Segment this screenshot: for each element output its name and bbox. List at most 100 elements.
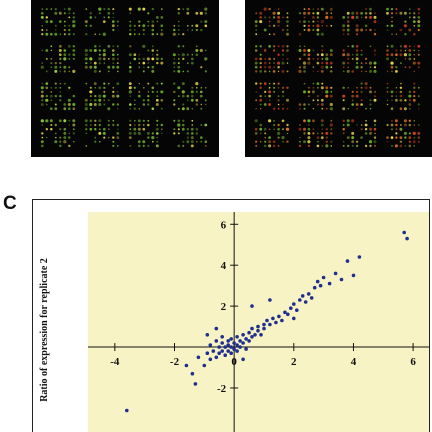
array-spot <box>259 86 262 90</box>
array-spot <box>268 24 271 27</box>
array-spot <box>199 48 203 53</box>
array-spot <box>116 58 119 60</box>
array-spot <box>254 65 258 69</box>
array-spot <box>50 99 53 102</box>
array-spot <box>195 86 198 89</box>
array-spot <box>351 144 354 147</box>
array-spot <box>94 16 97 19</box>
array-spot <box>346 123 350 127</box>
array-spot <box>413 54 415 56</box>
array-spot <box>151 107 155 110</box>
array-spot <box>268 86 271 89</box>
array-spot <box>307 119 311 123</box>
array-spot <box>45 70 48 73</box>
array-spot <box>54 82 57 85</box>
array-spot <box>204 140 208 143</box>
array-spot <box>93 65 97 69</box>
array-spot <box>317 70 319 73</box>
array-spot <box>360 136 363 139</box>
array-spot <box>277 45 280 48</box>
array-spot <box>399 90 403 94</box>
array-spot <box>205 103 207 106</box>
data-point <box>214 355 219 360</box>
array-spot <box>128 131 132 135</box>
array-spot <box>413 145 416 147</box>
data-point <box>241 357 245 362</box>
array-spot <box>404 20 407 23</box>
data-point <box>229 337 233 341</box>
array-spot <box>186 7 190 11</box>
array-spot <box>116 136 120 140</box>
array-spot <box>351 136 355 140</box>
array-spot <box>360 128 363 131</box>
array-spot <box>255 99 258 102</box>
array-spot <box>312 119 315 123</box>
array-spot <box>186 140 190 144</box>
array-spot <box>417 20 421 24</box>
array-spot <box>85 62 88 65</box>
array-spot <box>205 49 207 52</box>
array-spot <box>268 82 271 85</box>
array-spot <box>112 144 115 147</box>
array-spot <box>320 119 324 123</box>
array-spot <box>102 131 106 135</box>
array-spot <box>360 70 363 73</box>
array-spot <box>128 136 132 140</box>
array-spot <box>147 12 150 15</box>
array-spot <box>408 132 411 135</box>
array-spot <box>369 16 372 19</box>
array-spot <box>259 70 262 73</box>
array-spot <box>72 33 75 36</box>
array-spot <box>347 33 350 36</box>
array-spot <box>268 144 272 148</box>
array-spot <box>307 132 311 135</box>
array-spot <box>178 29 180 31</box>
array-spot <box>160 99 164 102</box>
array-spot <box>404 58 407 60</box>
array-spot <box>68 119 71 122</box>
array-spot <box>112 103 115 106</box>
array-spot <box>268 99 271 102</box>
array-spot <box>191 53 194 56</box>
array-spot <box>59 53 62 56</box>
array-spot <box>320 20 324 24</box>
array-spot <box>316 24 320 28</box>
array-spot <box>156 20 158 23</box>
array-spot <box>268 62 271 64</box>
array-spot <box>190 136 194 140</box>
array-spot <box>413 136 416 139</box>
array-spot <box>325 61 329 65</box>
array-spot <box>303 119 306 123</box>
array-spot <box>72 107 76 110</box>
array-spot <box>355 28 359 32</box>
array-spot <box>368 61 373 65</box>
array-spot <box>369 12 372 15</box>
array-spot <box>200 20 203 23</box>
array-spot <box>351 53 354 56</box>
array-spot <box>417 66 420 69</box>
array-spot <box>286 107 289 110</box>
data-point <box>238 345 242 349</box>
array-spot <box>400 124 402 126</box>
array-spot <box>281 136 285 140</box>
array-spot <box>264 90 267 93</box>
array-spot <box>85 132 88 135</box>
array-spot <box>303 140 306 144</box>
array-spot <box>147 95 150 98</box>
array-spot <box>160 107 163 110</box>
array-spot <box>286 32 289 36</box>
array-spot <box>117 70 119 73</box>
array-spot <box>84 103 88 106</box>
array-spot <box>285 127 290 131</box>
array-spot <box>254 132 258 135</box>
array-spot <box>94 94 97 98</box>
array-spot <box>177 7 180 11</box>
array-spot <box>346 136 350 140</box>
array-spot <box>45 49 49 52</box>
array-spot <box>316 16 320 19</box>
array-spot <box>59 136 62 139</box>
array-spot <box>277 8 280 10</box>
array-spot <box>263 144 267 148</box>
array-spot <box>152 53 154 56</box>
array-spot <box>298 127 302 131</box>
